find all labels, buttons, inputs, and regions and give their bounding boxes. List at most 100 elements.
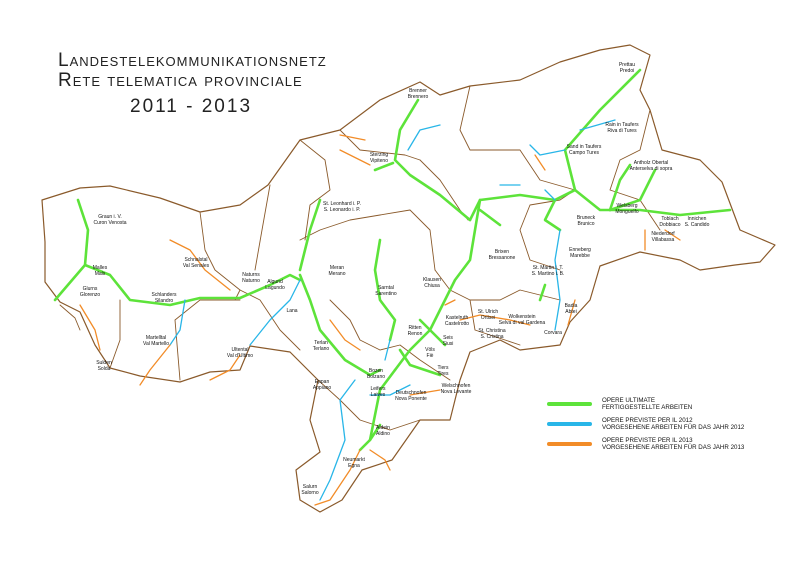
place-label-de: Graun i. V. [98,214,121,220]
completed-line [573,188,732,217]
place-label-it: Castelrotto [445,321,469,327]
legend-label-de: VORGESEHENE ARBEITEN FÜR DAS JAHR 2013 [602,444,745,451]
place-label-de: Glurns [83,286,98,292]
place-label-it: Aldino [376,431,390,437]
place-label-it: Val Martello [143,341,169,347]
planned-2012-line [319,379,356,501]
place-label-de: Lana [286,308,297,314]
planned-2013-line [79,304,101,351]
district-border [174,299,241,381]
place-label-it: Anterselva di sopra [630,166,673,172]
place-label-it: Bolzano [367,374,385,380]
planned-2012-line [529,144,566,156]
completed-line [428,328,447,347]
completed-line [398,348,442,377]
planned-2012-line [579,119,616,131]
place-label-it: Riva di Tures [607,128,637,134]
legend-swatch-2012 [547,422,592,426]
place-label-it: Brunico [578,221,595,227]
legend-label-de: VORGESEHENE ARBEITEN FÜR DAS JAHR 2012 [602,424,745,431]
planned-2012-line [554,229,561,331]
place-label-de: Eppan [315,379,330,385]
district-border [339,129,421,161]
place-label-de: Toblach [661,216,678,222]
place-label-it: Campo Tures [569,150,600,156]
legend-label-it: OPERE ULTIMATE [602,397,656,404]
place-label-it: Villabassa [652,237,675,243]
planned-2012-line [369,384,411,396]
place-label-de: Brixen [495,249,509,255]
place-label-it: S. Martino i. B. [532,271,565,277]
place-label-de: Schnalstal [184,257,207,263]
planned-2012-line [249,279,301,346]
completed-line [373,161,395,172]
planned-2013-line [409,389,441,396]
place-label-de: Malles [93,265,108,271]
place-label-it: Laives [371,392,386,398]
place-label-it: Val Senales [183,263,210,269]
place-label-it: Solda [98,366,111,372]
place-label-de: Algund [267,279,283,285]
place-label-it: Appiano [313,385,332,391]
place-label-de: Kastelruth [446,315,469,321]
completed-line [393,198,482,372]
province-border [41,44,776,513]
place-label-it: S. Candido [685,222,710,228]
place-label-de: Prettau [619,62,635,68]
district-border [469,299,521,346]
place-label-de: Brenner [409,88,427,94]
place-label-de: Meran [330,265,344,271]
place-label-de: Aldein [376,425,390,431]
legend-planned-2013: OPERE PREVISTE PER IL 2013 VORGESEHENE AR… [547,437,744,451]
completed-line [478,208,502,227]
place-label-de: Klausen [423,277,441,283]
place-label-it: Naturno [242,278,260,284]
place-label-de: Völs [425,347,435,353]
planned-2013-line [664,229,681,241]
planned-2013-line [339,149,371,166]
place-label-it: Sarentino [375,291,397,297]
place-label-it: Merano [329,271,346,277]
district-border [299,209,436,271]
place-label-it: Renon [408,331,423,337]
place-label-it: S. Cristina [480,334,503,340]
place-label-it: Glorenzo [80,292,101,298]
map-title-italian: Rete telematica provinciale [58,70,303,91]
legend-swatch-completed [547,402,592,406]
legend-label-it: OPERE PREVISTE PER IL 2012 [602,417,693,424]
legend-planned-2012: OPERE PREVISTE PER IL 2012 VORGESEHENE AR… [547,417,744,431]
district-borders [41,44,776,513]
place-label-it: Terlano [313,346,330,352]
planned-2013-line [444,299,456,306]
completed-line [608,163,632,212]
place-label-de: Welschnofen [442,383,471,389]
completed-line [393,98,472,222]
place-label-it: Mals [95,271,106,277]
place-label-it: Ortisei [481,315,495,321]
planned-2013-line [369,449,391,471]
completed-line [373,238,397,342]
place-label-it: Tires [438,371,449,377]
completed-line [608,168,657,212]
planned-2013-line [209,354,241,381]
place-label-de: Leifers [370,386,386,392]
legend-completed: OPERE ULTIMATE FERTIGGESTELLTE ARBEITEN [547,397,744,411]
place-label-it: Dobbiaco [659,222,680,228]
place-label-de: St. Leonhard i. P. [323,201,361,207]
planned-2013-line [329,319,361,351]
place-label-de: Naturns [242,272,260,278]
place-label-de: Salurn [303,484,318,490]
place-label-de: Bruneck [577,215,596,221]
place-label-de: Sarntal [378,285,394,291]
map-years: 2011 - 2013 [130,96,253,117]
place-label-it: Predoi [620,68,634,74]
completed-line [298,273,382,377]
place-label-de: St. Christina [478,328,505,334]
place-label-de: Neumarkt [343,457,365,463]
district-border [519,189,576,271]
place-label-it: Egna [348,463,360,469]
place-label-de: Terlan [314,340,328,346]
completed-line [83,263,302,307]
place-label-de: Rain in Taufers [605,122,639,128]
